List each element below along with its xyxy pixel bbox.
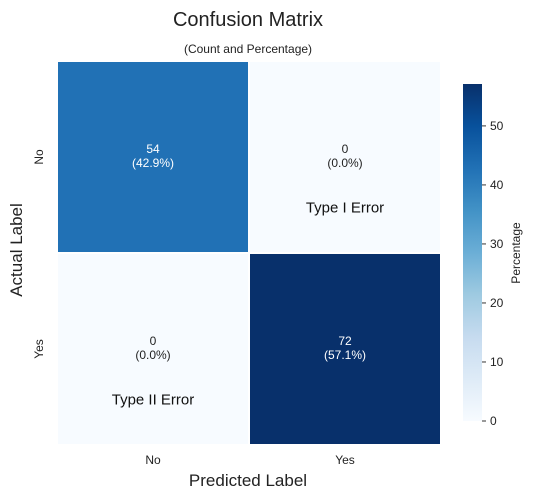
colorbar-tick-label: 0 (490, 414, 497, 428)
colorbar-tick-label: 10 (490, 355, 504, 369)
cell-error-annotation: Type I Error (306, 200, 384, 217)
cell-percent-label: (0.0%) (327, 156, 362, 170)
cell-count-label: 72 (338, 334, 352, 348)
chart-subtitle: (Count and Percentage) (184, 42, 312, 56)
colorbar-ticks: 0 10 20 30 40 50 (482, 119, 504, 428)
cell-count-label: 54 (146, 142, 160, 156)
y-tick-label: Yes (32, 339, 46, 359)
colorbar-tick-label: 50 (490, 119, 504, 133)
cell-percent-label: (42.9%) (132, 156, 174, 170)
heatmap-cell (248, 252, 442, 446)
colorbar-label: Percentage (509, 222, 523, 284)
colorbar-tick-label: 20 (490, 296, 504, 310)
colorbar: 0 10 20 30 40 50 Percentage (463, 84, 523, 428)
x-axis-ticks: No Yes (145, 453, 354, 467)
x-axis-label: Predicted Label (189, 471, 307, 490)
x-tick-label: No (145, 453, 161, 467)
colorbar-gradient (463, 84, 482, 421)
heatmap-cells: 54(42.9%)0(0.0%)Type I Error0(0.0%)Type … (56, 60, 442, 446)
cell-count-label: 0 (150, 334, 157, 348)
y-axis-ticks: No Yes (32, 149, 46, 359)
heatmap-cell (248, 60, 442, 254)
y-axis-label: Actual Label (7, 203, 26, 297)
colorbar-tick-label: 30 (490, 237, 504, 251)
heatmap-cell (56, 252, 250, 446)
colorbar-tick-label: 40 (490, 178, 504, 192)
cell-count-label: 0 (342, 142, 349, 156)
y-tick-label: No (32, 149, 46, 165)
x-tick-label: Yes (335, 453, 355, 467)
chart-title: Confusion Matrix (173, 9, 323, 31)
heatmap-cell (56, 60, 250, 254)
cell-percent-label: (57.1%) (324, 348, 366, 362)
cell-error-annotation: Type II Error (112, 392, 195, 409)
cell-percent-label: (0.0%) (135, 348, 170, 362)
